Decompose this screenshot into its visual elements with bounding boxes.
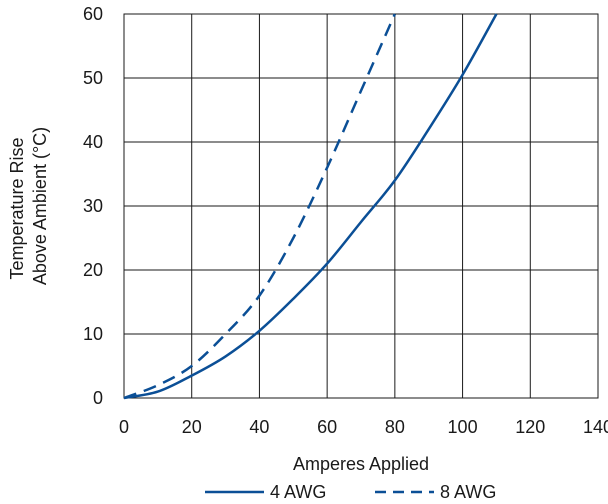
y-tick-labels: 0 10 20 30 40 50 60 [83,4,103,408]
y-axis-label: Temperature Rise Above Ambient (°C) [7,127,50,285]
x-tick-label: 80 [385,417,405,437]
y-tick-label: 0 [93,388,103,408]
legend-label-4-awg: 4 AWG [270,482,326,502]
y-tick-label: 40 [83,132,103,152]
x-tick-label: 40 [249,417,269,437]
x-tick-label: 20 [182,417,202,437]
y-tick-label: 50 [83,68,103,88]
x-tick-label: 140 [583,417,608,437]
y-tick-label: 10 [83,324,103,344]
legend: 4 AWG 8 AWG [205,482,496,502]
x-tick-labels: 0 20 40 60 80 100 120 140 [119,417,608,437]
x-tick-label: 60 [317,417,337,437]
y-tick-label: 30 [83,196,103,216]
series-line-8-awg [123,13,397,400]
legend-label-8-awg: 8 AWG [440,482,496,502]
y-axis-label-line-1: Temperature Rise [7,137,27,279]
x-tick-label: 100 [448,417,478,437]
series-line-4-awg [123,13,498,400]
x-axis-label: Amperes Applied [293,454,429,474]
series-layer [123,13,498,400]
y-tick-label: 20 [83,260,103,280]
x-tick-label: 120 [515,417,545,437]
y-tick-label: 60 [83,4,103,24]
x-tick-label: 0 [119,417,129,437]
plot-frame [123,13,599,399]
y-axis-label-line-2: Above Ambient (°C) [30,127,50,285]
grid [123,13,599,399]
plot-area [123,13,599,400]
